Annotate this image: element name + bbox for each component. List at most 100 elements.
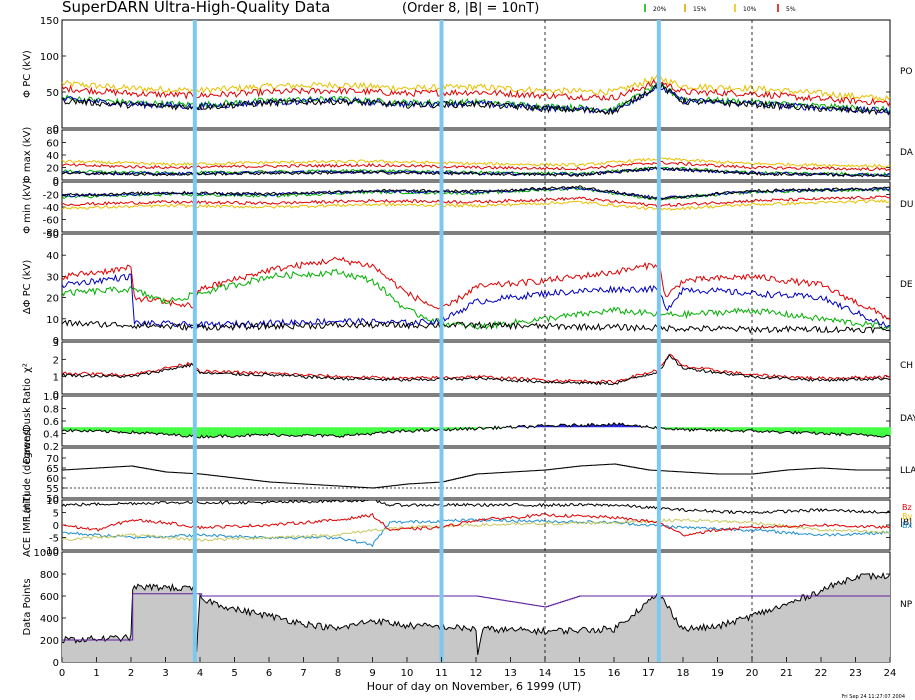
y-axis-label: Φ PC (kV) xyxy=(22,50,33,98)
x-tick-label: 22 xyxy=(815,668,828,679)
imf-component-label: Bz xyxy=(902,503,912,512)
series-line-2 xyxy=(61,353,891,386)
y-tick-label: 0 xyxy=(53,521,59,532)
y-tick-label: 70 xyxy=(46,454,59,465)
footer-stamp: Fri Sep 24 11:27:07 2004 xyxy=(842,694,905,700)
series-line-2 xyxy=(61,517,891,548)
y-tick-label: 0 xyxy=(53,124,59,135)
y-tick-label: -5 xyxy=(49,534,59,545)
vertical-markers xyxy=(192,20,753,662)
panel-right-label: CH xyxy=(900,361,913,371)
panel-5: 0 1 2 3 χ² CH xyxy=(22,338,913,401)
series-line-3 xyxy=(61,518,891,542)
series-line-1 xyxy=(62,463,890,489)
imf-component-label: Bx xyxy=(902,521,912,530)
y-axis-label: χ² xyxy=(22,363,33,373)
y-tick-label: 60 xyxy=(46,139,59,150)
y-tick-label: 1000 xyxy=(34,548,59,559)
panel-9: 0 200 400 600 800 1000 Data Points NP xyxy=(22,548,913,669)
y-tick-label: 0 xyxy=(53,176,59,187)
y-axis-label: ACE IMF (nT) xyxy=(22,493,33,557)
y-tick-label: 3 xyxy=(53,338,59,349)
y-tick-label: 0.2 xyxy=(43,442,59,453)
x-tick-label: 15 xyxy=(573,668,586,679)
x-tick-label: 23 xyxy=(849,668,862,679)
y-tick-label: 20 xyxy=(46,294,59,305)
panel-frame xyxy=(61,395,891,447)
x-tick-label: 12 xyxy=(470,668,483,679)
y-tick-label: 50 xyxy=(46,88,59,99)
panel-right-label: NP xyxy=(900,600,913,610)
series-line-2 xyxy=(61,160,891,172)
y-tick-label: 0 xyxy=(53,390,59,401)
y-tick-label: 100 xyxy=(40,52,59,63)
series-line-1 xyxy=(61,499,891,515)
y-tick-label: 600 xyxy=(40,592,59,603)
series-line-3 xyxy=(61,165,891,177)
y-tick-label: -60 xyxy=(43,216,59,227)
x-tick-label: 20 xyxy=(746,668,759,679)
x-tick-label: 24 xyxy=(884,668,897,679)
y-tick-label: 0.6 xyxy=(43,417,59,428)
x-tick-label: 0 xyxy=(59,668,65,679)
chart-subtitle: (Order 8, |B| = 10nT) xyxy=(402,1,539,16)
panel-right-label: DAY xyxy=(900,414,915,424)
y-axis-label: ΔΦ PC (kV) xyxy=(22,260,33,315)
y-tick-label: 50 xyxy=(46,230,59,241)
panel-frame xyxy=(61,233,891,341)
highlight-band xyxy=(656,20,661,662)
y-axis-label: Φ max (kV) xyxy=(22,127,33,184)
series-line-4 xyxy=(61,319,891,334)
x-tick-label: 7 xyxy=(300,668,306,679)
y-tick-label: -40 xyxy=(43,203,59,214)
legend-label: 15% xyxy=(693,6,707,13)
highlight-band xyxy=(192,20,197,662)
y-axis-label: Data Points xyxy=(22,578,33,635)
y-axis-label: Dawn/Dusk Ratio xyxy=(22,378,33,464)
y-tick-label: 800 xyxy=(40,570,59,581)
y-tick-label: 60 xyxy=(46,474,59,485)
y-tick-label: 30 xyxy=(46,272,59,283)
x-tick-label: 10 xyxy=(401,668,414,679)
series-line-1 xyxy=(61,256,891,321)
series-line-2 xyxy=(62,593,890,641)
x-tick-label: 11 xyxy=(435,668,448,679)
y-tick-label: 10 xyxy=(46,496,59,507)
y-tick-label: 1 xyxy=(53,373,59,384)
y-tick-label: 0.4 xyxy=(43,430,59,441)
panel-right-label: DU xyxy=(900,200,914,210)
panel-right-label: PO xyxy=(900,67,913,77)
x-tick-label: 16 xyxy=(608,668,621,679)
y-tick-label: -10 xyxy=(43,546,59,557)
y-tick-label: 1.0 xyxy=(43,392,59,403)
x-tick-label: 18 xyxy=(677,668,690,679)
panel-1: 0 50 100 150 Φ PC (kV) PO xyxy=(22,16,913,135)
x-tick-label: 8 xyxy=(335,668,341,679)
x-tick-label: 17 xyxy=(642,668,655,679)
y-tick-label: 20 xyxy=(46,164,59,175)
x-tick-label: 2 xyxy=(128,668,134,679)
x-tick-label: 13 xyxy=(504,668,517,679)
y-tick-label: 150 xyxy=(40,16,59,27)
y-tick-label: 50 xyxy=(46,494,59,505)
y-axis-label: Φ min (kV) xyxy=(22,180,33,234)
y-tick-label: 65 xyxy=(46,464,59,475)
y-tick-label: 0 xyxy=(53,336,59,347)
series-line-5 xyxy=(61,185,891,200)
x-axis: 0 1 2 3 4 5 6 7 8 9 10 11 12 13 14 15 16 17 18 19 20 21 22 23 24 xyxy=(59,657,897,679)
imf-component-label: By xyxy=(902,512,912,521)
series-line-1 xyxy=(61,198,891,211)
highlight-band xyxy=(439,20,444,662)
y-tick-label: -20 xyxy=(43,191,59,202)
data-points-area xyxy=(62,573,890,662)
y-tick-label: 200 xyxy=(40,636,59,647)
y-tick-label: 40 xyxy=(46,251,59,262)
x-axis-label: Hour of day on November, 6 1999 (UT) xyxy=(367,680,582,693)
panel-right-label: |B| xyxy=(900,518,912,528)
panel-frame xyxy=(61,19,891,129)
x-tick-label: 1 xyxy=(93,668,99,679)
